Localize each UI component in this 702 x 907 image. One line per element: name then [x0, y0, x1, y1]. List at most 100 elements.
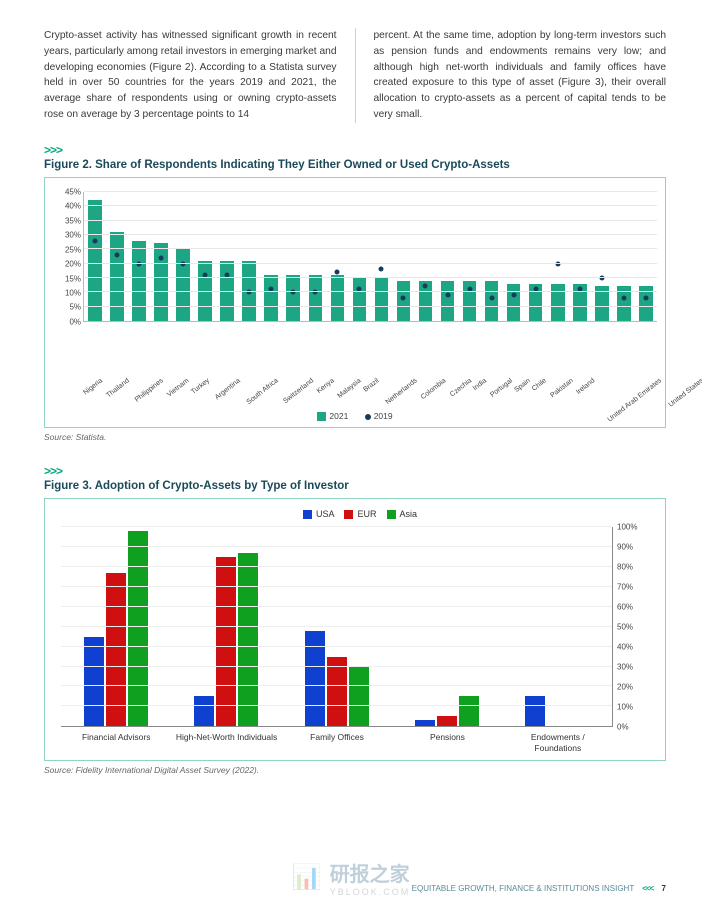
- figure2-xlabel: Portugal: [489, 377, 514, 399]
- figure3-ytick-label: 10%: [617, 703, 633, 712]
- figure3-ytick-label: 60%: [617, 603, 633, 612]
- figure3-title: Figure 3. Adoption of Crypto-Assets by T…: [44, 480, 666, 492]
- figure2-xlabel: India: [472, 377, 488, 392]
- figure2-xlabels: NigeriaThailandPhilippinesVietnamTurkeyA…: [83, 368, 657, 375]
- bar-eur: [327, 657, 347, 727]
- bar-asia: [128, 531, 148, 726]
- figure3-ytick-label: 50%: [617, 623, 633, 632]
- figure2-bar-malaysia: [282, 192, 304, 321]
- figure2-ytick-label: 0%: [69, 317, 81, 326]
- bar-asia: [238, 553, 258, 726]
- bar-eur: [437, 716, 457, 726]
- figure3-group-high-net-worth-individuals: [171, 527, 281, 726]
- bar-2021: [286, 275, 300, 321]
- figure2-ytick-label: 25%: [65, 245, 81, 254]
- figure2-bar-argentina: [194, 192, 216, 321]
- figure3-ytick-label: 0%: [617, 723, 629, 732]
- bar-2021: [441, 281, 455, 321]
- figure3-group-endowments-foundations: [502, 527, 612, 726]
- figure2-bar-pakistan: [481, 192, 503, 321]
- figure3-xlabel: Family Offices: [282, 732, 392, 754]
- watermark-icon: 📊: [292, 863, 322, 892]
- figure2-ytick-label: 40%: [65, 202, 81, 211]
- legend-label-asia: Asia: [400, 509, 418, 519]
- bar-2021: [132, 241, 146, 321]
- figure3-xlabel: Financial Advisors: [61, 732, 171, 754]
- figure2-xlabel: Czechia: [449, 377, 473, 398]
- figure2-source: Source: Statista.: [44, 432, 666, 442]
- dot-2019: [93, 238, 98, 243]
- figure3-source: Source: Fidelity International Digital A…: [44, 765, 666, 775]
- figure3-ytick-label: 40%: [617, 643, 633, 652]
- figure3-group-pensions: [392, 527, 502, 726]
- bar-asia: [459, 696, 479, 726]
- figure2-bar-vietnam: [150, 192, 172, 321]
- figure2-xlabel: United States: [667, 377, 702, 408]
- bar-2021: [264, 275, 278, 321]
- bar-2021: [397, 281, 411, 321]
- figure2-xlabel: Switzerland: [283, 377, 316, 405]
- figure3-group-financial-advisors: [61, 527, 171, 726]
- figure2-bar-colombia: [348, 192, 370, 321]
- dot-2019: [511, 293, 516, 298]
- legend-label-usa: USA: [316, 509, 335, 519]
- dot-2019: [401, 295, 406, 300]
- figure3-legend: USA EUR Asia: [61, 509, 649, 519]
- figure3-ytick-label: 100%: [617, 523, 637, 532]
- figure2-xlabel: Colombia: [420, 377, 448, 401]
- legend-swatch-eur: [344, 510, 353, 519]
- dot-2019: [445, 293, 450, 298]
- figure2-plot: [83, 192, 657, 322]
- bar-asia: [349, 667, 369, 727]
- figure3-ytick-label: 30%: [617, 663, 633, 672]
- watermark-sub: YBLOOK.COM: [330, 887, 411, 897]
- bar-2021: [507, 284, 521, 321]
- intro-columns: Crypto-asset activity has witnessed sign…: [44, 28, 666, 123]
- figure2-bar-india: [392, 192, 414, 321]
- figure2-title: Figure 2. Share of Respondents Indicatin…: [44, 159, 666, 171]
- dot-2019: [115, 252, 120, 257]
- figure2-bar-greece: [613, 192, 635, 321]
- figure2-chart: 0%5%10%15%20%25%30%35%40%45% NigeriaThai…: [44, 177, 666, 428]
- figure2-xlabel: Argentina: [214, 377, 242, 401]
- figure2-bar-kenya: [260, 192, 282, 321]
- figure2-xlabel: Nigeria: [82, 377, 104, 396]
- bar-usa: [525, 696, 545, 726]
- figure2-bar-switzerland: [238, 192, 260, 321]
- figure2-bar-united-arab-emirates: [525, 192, 547, 321]
- figure2-bar-spain: [437, 192, 459, 321]
- figure2-ytick-label: 20%: [65, 260, 81, 269]
- bar-2021: [88, 200, 102, 320]
- dot-2019: [335, 270, 340, 275]
- figure3-ytick-label: 70%: [617, 583, 633, 592]
- figure3-ytick-label: 80%: [617, 563, 633, 572]
- figure2-xlabel: Thailand: [105, 377, 130, 399]
- figure2-bar-turkey: [172, 192, 194, 321]
- figure2-bar-chile: [459, 192, 481, 321]
- figure2-bar-hong-kong: [591, 192, 613, 321]
- figure-chevron-icon: >>>: [44, 464, 666, 478]
- dot-2019: [489, 295, 494, 300]
- figure2-xlabel: Vietnam: [166, 377, 190, 398]
- figure2-xlabel: Turkey: [191, 377, 212, 396]
- legend-label-eur: EUR: [357, 509, 376, 519]
- figure2-xlabel: Chile: [531, 377, 548, 392]
- figure2-bar-thailand: [106, 192, 128, 321]
- dot-2019: [159, 255, 164, 260]
- page-footer: EQUITABLE GROWTH, FINANCE & INSTITUTIONS…: [412, 884, 666, 893]
- bar-eur: [106, 573, 126, 726]
- bar-2021: [309, 275, 323, 321]
- footer-chevron-icon: <<<: [642, 884, 653, 893]
- figure2-ytick-label: 30%: [65, 231, 81, 240]
- figure2-bar-united-states: [547, 192, 569, 321]
- figure3-xlabel: Endowments / Foundations: [503, 732, 613, 754]
- figure2-ytick-label: 5%: [69, 303, 81, 312]
- figure3-xlabel: High-Net-Worth Individuals: [171, 732, 281, 754]
- bar-2021: [375, 278, 389, 321]
- legend-swatch-usa: [303, 510, 312, 519]
- figure3-ytick-label: 90%: [617, 543, 633, 552]
- figure2-xlabel: Malaysia: [337, 377, 363, 400]
- column-divider: [355, 28, 356, 123]
- footer-text: EQUITABLE GROWTH, FINANCE & INSTITUTIONS…: [412, 884, 634, 893]
- bar-usa: [194, 696, 214, 726]
